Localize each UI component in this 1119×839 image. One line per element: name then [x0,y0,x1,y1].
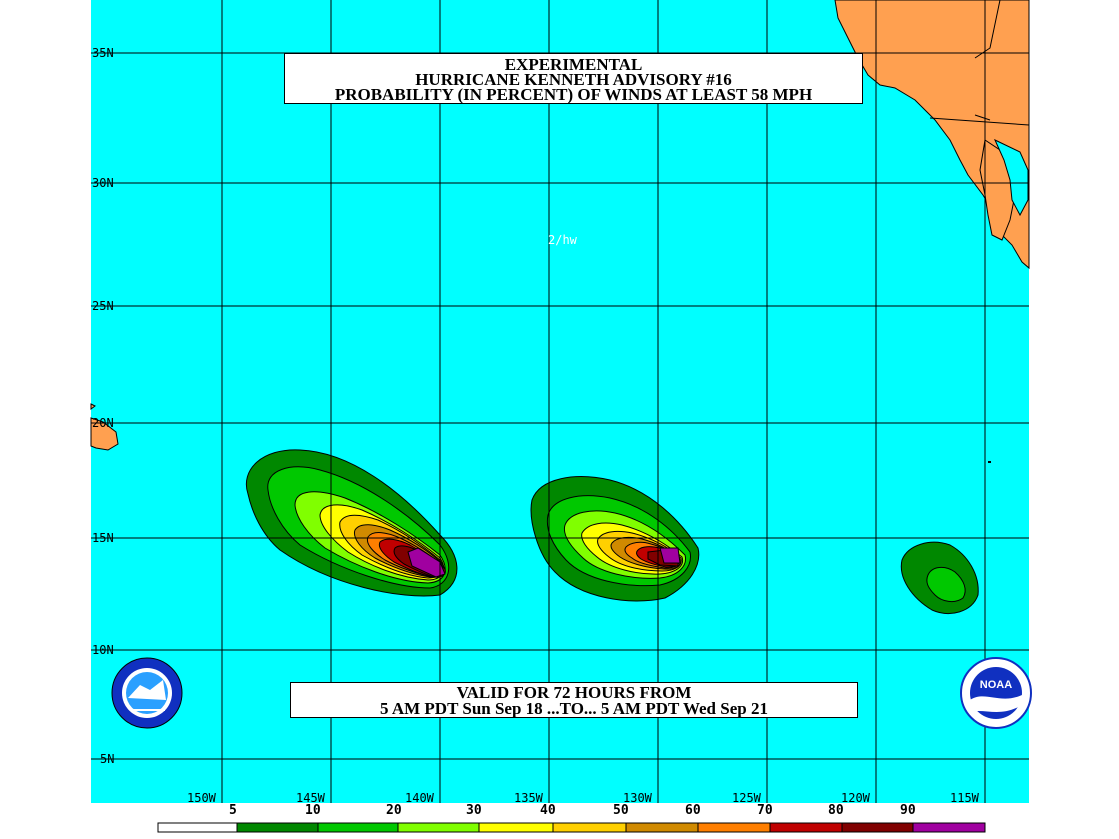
probability-area-central [530,476,700,602]
contour-90 [407,547,446,578]
lon-label-150w: 150W [187,791,216,805]
lat-label-25n: 25N [92,299,114,313]
scale-label-40: 40 [540,803,556,818]
lon-label-115w: 115W [950,791,979,805]
lat-label-20n: 20N [92,416,114,430]
title-line-1: EXPERIMENTAL [504,55,643,74]
lon-label-140w: 140W [405,791,434,805]
ocean-background [91,0,1029,803]
land-hawaii [90,417,119,451]
title-box: EXPERIMENTAL HURRICANE KENNETH ADVISORY … [284,53,863,104]
scale-label-50: 50 [613,803,629,818]
scale-label-10: 10 [305,803,321,818]
color-scale [157,822,986,833]
scale-label-80: 80 [828,803,844,818]
lat-label-10n: 10N [92,643,114,657]
scale-swatch-7 [697,822,771,833]
contour-10 [926,567,966,603]
scale-swatch-0 [157,822,238,833]
lon-label-120w: 120W [841,791,870,805]
lat-label-30n: 30N [92,176,114,190]
probability-area-west [245,449,458,597]
scale-swatch-5 [552,822,627,833]
lon-label-135w: 135W [514,791,543,805]
forecaster-initials: 2/hw [548,233,577,247]
title-line-3: PROBABILITY (IN PERCENT) OF WINDS AT LEA… [334,85,813,104]
valid-line-2: 5 AM PDT Sun Sep 18 ...TO... 5 AM PDT We… [380,699,768,718]
scale-swatch-6 [625,822,699,833]
scale-label-5: 5 [229,803,237,818]
scale-swatch-10 [912,822,986,833]
scale-label-20: 20 [386,803,402,818]
contour-90 [659,547,681,564]
lat-label-5n: 5N [100,752,115,766]
valid-line-1: VALID FOR 72 HOURS FROM [456,683,692,702]
scale-label-60: 60 [685,803,701,818]
scale-swatch-1 [236,822,319,833]
border-lines [929,0,1030,126]
scale-swatch-3 [397,822,480,833]
scale-label-90: 90 [900,803,916,818]
nws-logo [111,657,183,729]
lon-label-145w: 145W [296,791,325,805]
lon-label-130w: 130W [623,791,652,805]
scale-swatch-9 [841,822,914,833]
gulf-of-california [993,138,1029,217]
lat-label-15n: 15N [92,531,114,545]
land-hawaii-small [90,403,96,410]
noaa-logo-text: NOAA [980,679,1012,691]
lon-label-125w: 125W [732,791,761,805]
scale-label-70: 70 [757,803,773,818]
lat-label-35n: 35N [92,46,114,60]
scale-swatch-8 [769,822,843,833]
map-dot [988,461,991,463]
valid-box: VALID FOR 72 HOURS FROM 5 AM PDT Sun Sep… [290,682,858,718]
noaa-logo: NOAA [960,657,1032,729]
scale-swatch-2 [317,822,399,833]
scale-label-30: 30 [466,803,482,818]
title-line-2: HURRICANE KENNETH ADVISORY #16 [415,70,732,89]
probability-area-east [900,541,979,614]
scale-swatch-4 [478,822,554,833]
